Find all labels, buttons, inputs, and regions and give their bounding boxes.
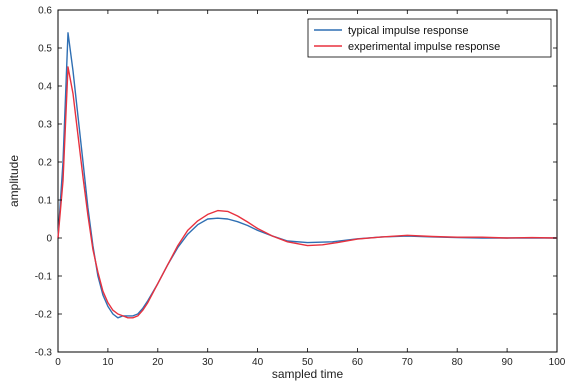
y-tick-label: 0.4 [38,82,52,93]
y-tick-label: 0.2 [38,158,52,169]
x-tick-label: 0 [55,357,61,368]
y-tick-label: 0.1 [38,196,52,207]
x-tick-label: 50 [302,357,314,368]
x-tick-label: 20 [152,357,164,368]
x-axis-label: sampled time [272,367,344,381]
legend-label-2: experimental impulse response [348,41,500,53]
plot-area [57,9,558,353]
y-tick-label: -0.3 [35,348,53,359]
y-tick-label: 0.3 [38,120,52,131]
y-tick-label: 0 [46,234,52,245]
y-tick-label: 0.5 [38,44,52,55]
series-layer [57,32,558,319]
y-tick-label: -0.1 [35,272,53,283]
x-tick-label: 40 [252,357,264,368]
y-tick-label: 0.6 [38,6,52,17]
ticks-layer: 0 10 20 30 40 50 60 70 80 90 100 -0.3 -0.2 -0.1 0 0.1 0.… [35,6,566,369]
y-axis-label: amplitude [7,155,21,207]
x-tick-label: 80 [452,357,464,368]
legend: typical impulse response experimental imp… [307,18,552,58]
x-tick-label: 70 [402,357,414,368]
series-line-2 [57,66,558,319]
legend-label-1: typical impulse response [348,25,468,37]
x-tick-label: 60 [352,357,364,368]
x-tick-label: 100 [549,357,566,368]
x-tick-label: 90 [502,357,514,368]
legend-box [307,18,552,58]
y-tick-label: -0.2 [35,310,53,321]
x-tick-label: 10 [102,357,114,368]
x-tick-label: 30 [202,357,214,368]
